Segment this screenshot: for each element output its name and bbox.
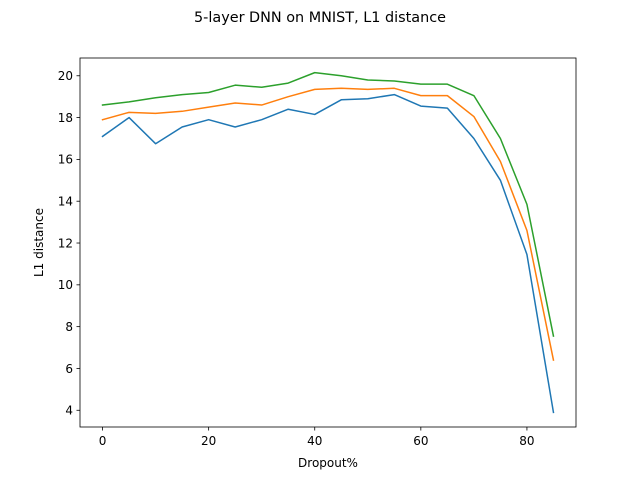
y-tick-label: 12 (58, 236, 73, 250)
y-tick-label: 18 (58, 111, 73, 125)
y-axis-label: L1 distance (32, 208, 46, 277)
plot-frame (79, 57, 577, 428)
y-tick-label: 10 (58, 278, 73, 292)
x-tick-label: 20 (201, 434, 216, 448)
x-tick-label: 0 (99, 434, 107, 448)
series-line-1 (101, 93, 555, 414)
chart-title: 5-layer DNN on MNIST, L1 distance (194, 10, 446, 26)
x-tick-label: 60 (413, 434, 428, 448)
y-tick-label: 4 (65, 404, 73, 418)
y-tick-label: 8 (65, 320, 73, 334)
series-line-2 (101, 87, 555, 361)
x-axis-ticks: 0 20 40 60 80 (99, 427, 535, 448)
series-line-3 (101, 71, 555, 337)
y-tick-label: 20 (58, 69, 73, 83)
y-tick-label: 16 (58, 153, 73, 167)
y-tick-label: 6 (65, 362, 73, 376)
y-tick-label: 14 (58, 195, 73, 209)
series-layer (101, 71, 555, 414)
x-tick-label: 40 (307, 434, 322, 448)
x-tick-label: 80 (519, 434, 534, 448)
y-axis-ticks: 4 6 8 10 12 14 16 18 20 (58, 69, 80, 418)
x-axis-label: Dropout% (298, 456, 358, 470)
plot-area (80, 58, 576, 427)
